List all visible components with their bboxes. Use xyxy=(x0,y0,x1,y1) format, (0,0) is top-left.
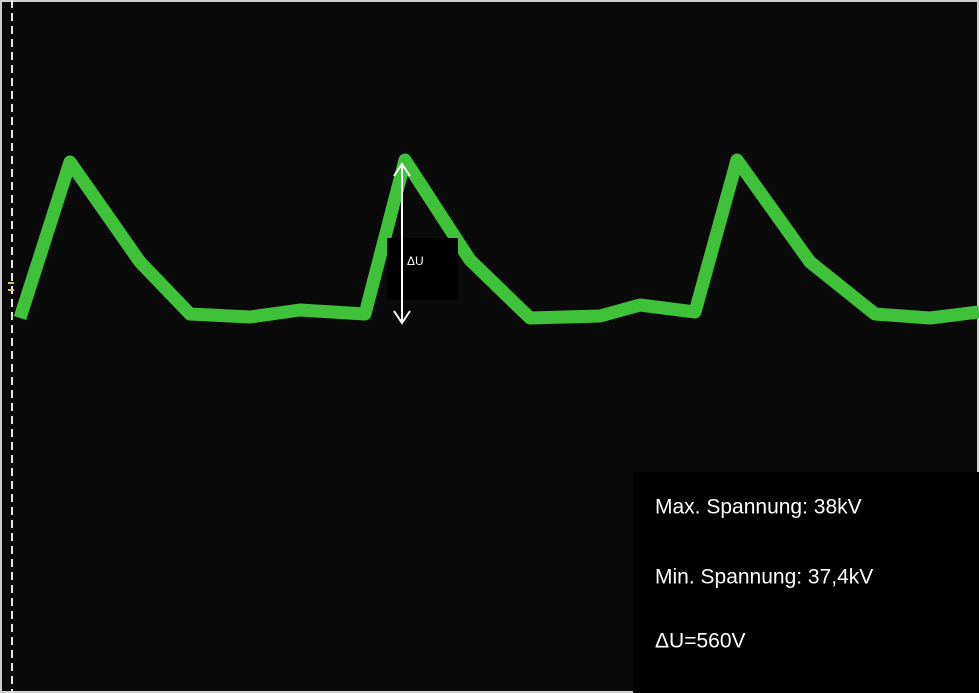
max-voltage: Max. Spannung: 38kV xyxy=(655,496,862,519)
delta-label: ΔU xyxy=(407,254,424,268)
label-box xyxy=(387,238,458,300)
scope-screen: ΔU Max. Spannung: 38kV Min. Spannung: 37… xyxy=(0,0,979,693)
min-voltage: Min. Spannung: 37,4kV xyxy=(655,566,873,589)
page: ΔU Max. Spannung: 38kV Min. Spannung: 37… xyxy=(0,0,979,693)
delta-voltage: ΔU=560V xyxy=(655,630,746,653)
